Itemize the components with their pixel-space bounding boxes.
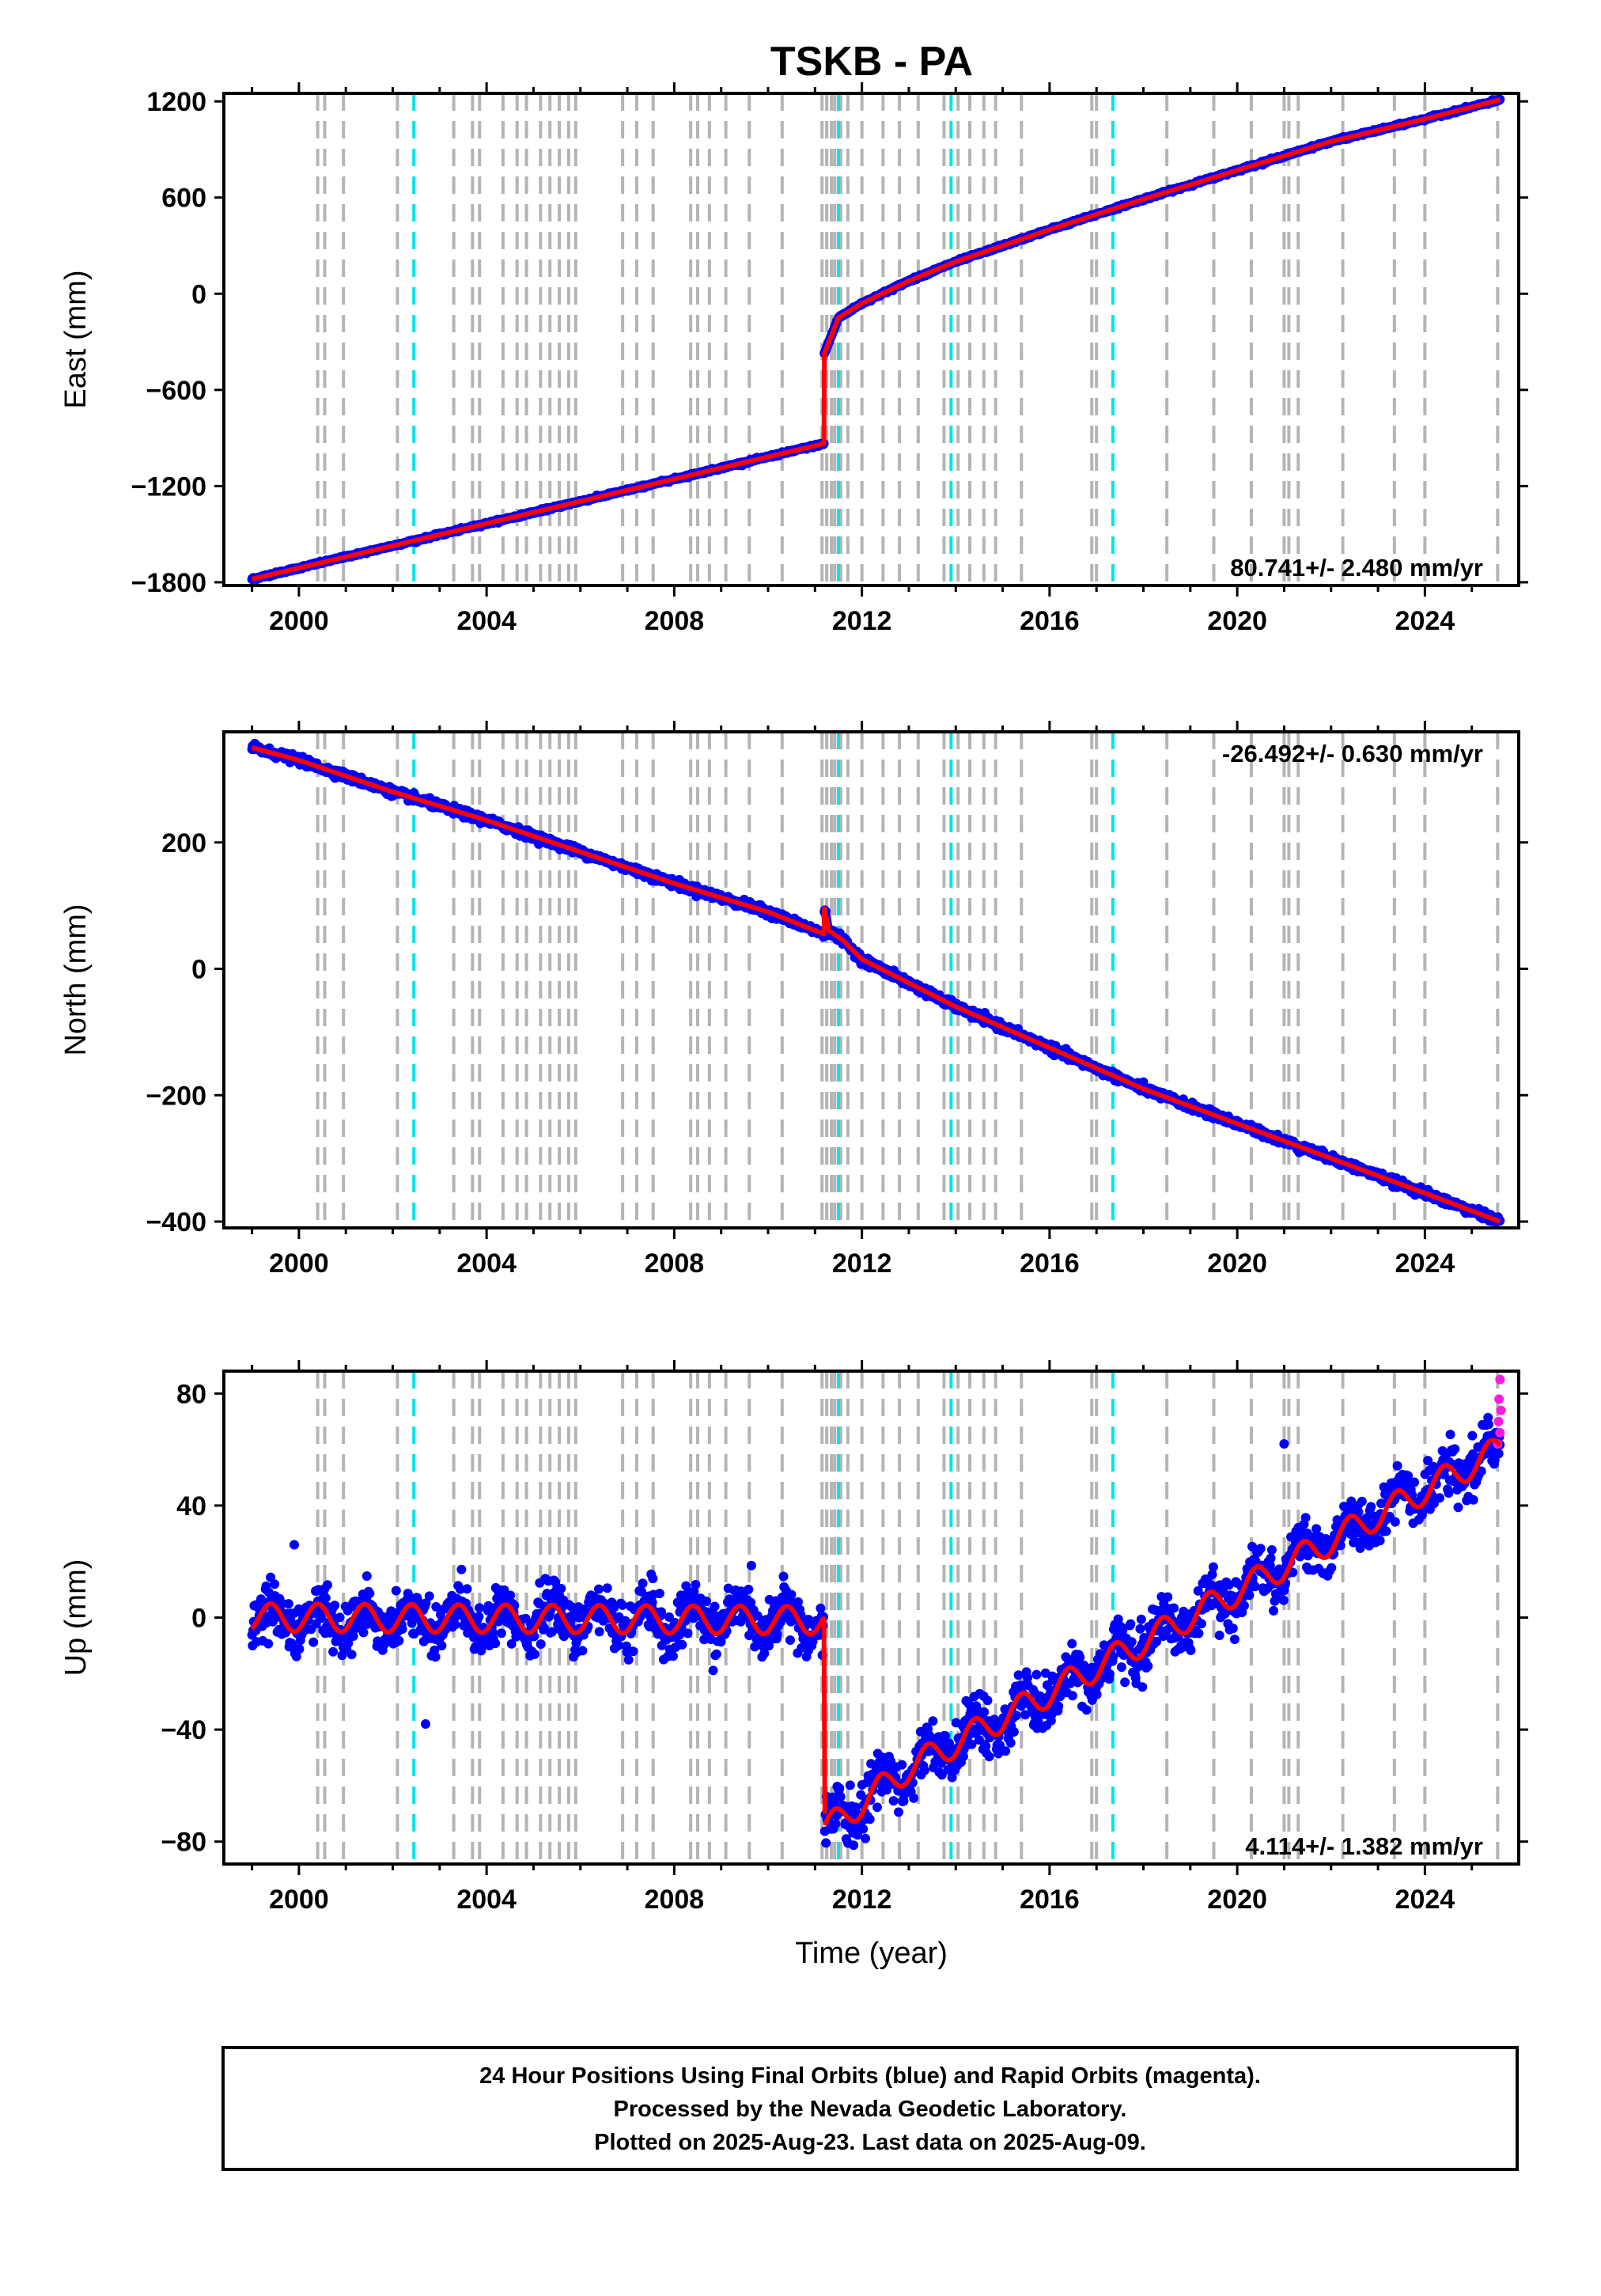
x-tick-label: 2008: [645, 606, 705, 636]
x-tick-label: 2012: [832, 606, 892, 636]
y-tick-label: 0: [191, 279, 206, 309]
rate-label-east: 80.741+/- 2.480 mm/yr: [1230, 554, 1483, 582]
panels-group: −1800 −1200 −600 0 600 1200 2000 2004 2008 2012 20…: [59, 82, 1528, 1970]
y-tick-label: 600: [161, 184, 206, 214]
x-tick-label: 2024: [1395, 606, 1455, 636]
plot-area-east: [247, 93, 1505, 585]
y-tick-label: −600: [146, 376, 206, 406]
chart-title: TSKB - PA: [770, 39, 973, 85]
y-tick-label: −1800: [131, 568, 207, 598]
x-tick-label: 2016: [1020, 606, 1080, 636]
y-tick-label: 1200: [146, 87, 206, 117]
x-tick-label: 2020: [1207, 606, 1267, 636]
x-tick-label: 2000: [269, 606, 329, 636]
y-tick-label: −1200: [131, 472, 207, 502]
y-axis-label: East (mm): [59, 270, 93, 408]
panel-east: −1800 −1200 −600 0 600 1200 2000 2004 2008 2012 20…: [59, 82, 1528, 636]
x-tick-label: 2004: [456, 606, 517, 636]
